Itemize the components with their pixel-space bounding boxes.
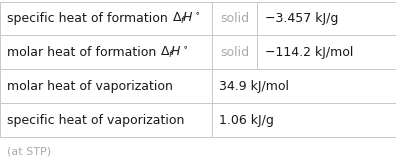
Text: specific heat of formation: specific heat of formation [7, 12, 172, 25]
Text: specific heat of vaporization: specific heat of vaporization [7, 114, 185, 127]
Text: molar heat of formation: molar heat of formation [7, 46, 160, 59]
Text: $\Delta_f\!H^\circ$: $\Delta_f\!H^\circ$ [172, 11, 200, 26]
Text: solid: solid [220, 12, 249, 25]
Text: molar heat of vaporization: molar heat of vaporization [7, 80, 173, 93]
Text: −114.2 kJ/mol: −114.2 kJ/mol [265, 46, 353, 59]
Text: 1.06 kJ/g: 1.06 kJ/g [219, 114, 274, 127]
Text: −3.457 kJ/g: −3.457 kJ/g [265, 12, 338, 25]
Text: 34.9 kJ/mol: 34.9 kJ/mol [219, 80, 289, 93]
Text: $\Delta_f\!H^\circ$: $\Delta_f\!H^\circ$ [160, 45, 188, 60]
Bar [0, 2, 396, 137]
Text: solid: solid [220, 46, 249, 59]
Text: (at STP): (at STP) [7, 147, 51, 157]
